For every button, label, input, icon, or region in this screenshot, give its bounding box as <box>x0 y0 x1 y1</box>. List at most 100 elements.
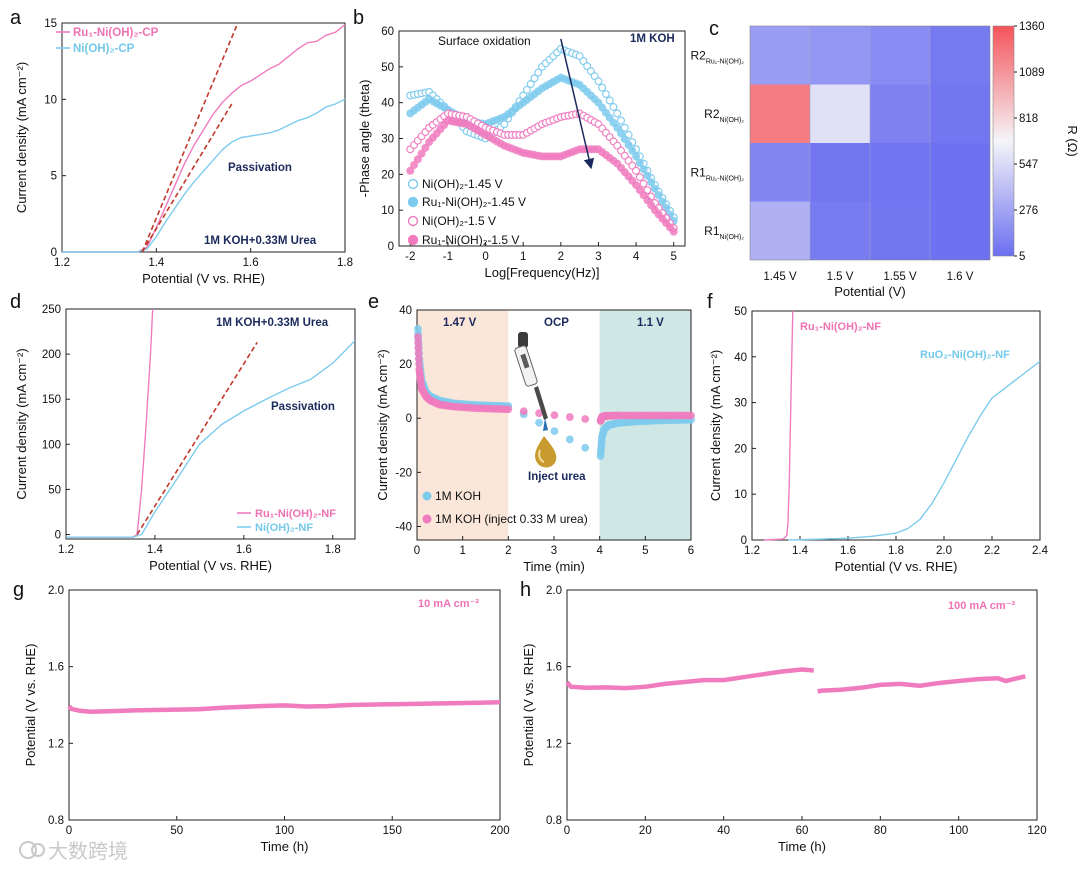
panel-d: 1.2 1.4 1.6 1.8 0 50 100 150 200 250 Potential (V … <box>10 291 356 573</box>
panel-c-heatmap-cell <box>750 143 810 202</box>
panel-b-data-point <box>421 143 430 152</box>
panel-c-xlabel: Potential (V) <box>834 284 906 299</box>
panel-h-xtick-label: 100 <box>949 825 968 837</box>
panel-b-xtick-label: 0 <box>482 251 488 263</box>
panel-d-ytick-label: 150 <box>42 394 61 406</box>
panel-b-data-point <box>658 197 667 206</box>
panel-g-current-label: 10 mA cm⁻² <box>418 598 479 610</box>
panel-b-data-point <box>530 74 539 83</box>
panel-c-heatmap-cell <box>930 26 990 85</box>
panel-b-data-point <box>643 171 652 180</box>
panel-f-xlabel: Potential (V vs. RHE) <box>835 559 958 574</box>
panel-b-data-point <box>632 166 641 175</box>
panel-h-ytick-label: 0.8 <box>546 815 562 827</box>
panel-h-xtick-label: 60 <box>796 825 809 837</box>
panel-c-heatmap-cell <box>930 84 990 143</box>
panel-e-xtick-label: 3 <box>551 545 557 557</box>
panel-f-series-line <box>763 310 794 541</box>
panel-h-xlabel: Time (h) <box>778 839 826 854</box>
panel-h-xtick-label: 20 <box>639 825 652 837</box>
panel-e-xtick-label: 1 <box>459 545 465 557</box>
panel-d-legend-label: Ni(OH)₂-NF <box>255 522 313 534</box>
panel-c-ytick-label: R2Ru₁-Ni(OH)₂ <box>691 48 745 65</box>
watermark: 大数跨境 <box>19 840 128 863</box>
panel-f: 1.2 1.4 1.6 1.8 2.0 2.2 2.4 0 10 20 30 40 50 Potentia… <box>707 291 1049 574</box>
panel-b-legend-label: Ni(OH)₂-1.5 V <box>422 214 496 228</box>
panel-e-data-point <box>565 413 574 421</box>
panel-h-letter: h <box>520 579 531 601</box>
panel-a: 1.2 1.4 1.6 1.8 0 5 10 15 Potential (V vs. RHE) C… <box>10 7 353 286</box>
panel-e-region-147v-label: 1.47 V <box>443 317 477 329</box>
panel-b-ytick-label: 50 <box>381 62 394 74</box>
panel-e-xtick-label: 2 <box>505 545 511 557</box>
panel-e-xtick-label: 4 <box>596 545 603 557</box>
panel-b-arrow <box>560 38 595 170</box>
panel-g-ytick-label: 1.2 <box>48 738 64 750</box>
panel-b-legend-marker <box>407 215 419 227</box>
panel-b-xlabel: Log[Frequency(Hz)] <box>485 265 600 280</box>
panel-b-data-point <box>410 161 419 170</box>
panel-b-data-point <box>522 85 531 94</box>
panel-g-xtick-label: 0 <box>66 825 72 837</box>
panel-c-ytick-main: R1 <box>704 224 720 238</box>
panel-a-xtick-label: 1.2 <box>54 257 70 269</box>
panel-c-ytick-sub: Ni(OH)₂ <box>720 233 745 240</box>
panel-b-electrolyte-label: 1M KOH <box>630 33 675 45</box>
panel-g-xlabel: Time (h) <box>261 839 309 854</box>
panel-b-data-point <box>598 83 607 92</box>
panel-e-xtick-label: 6 <box>688 545 694 557</box>
panel-h-series-line <box>565 667 814 691</box>
panel-a-ylabel: Current density (mA cm⁻²) <box>14 62 29 213</box>
panel-e-letter: e <box>368 291 379 313</box>
panel-e-legend-marker <box>422 491 432 501</box>
panel-e-ytick-label: 40 <box>399 305 412 317</box>
panel-f-xtick-label: 1.4 <box>792 545 809 557</box>
watermark-text: 大数跨境 <box>48 840 128 863</box>
panel-a-ytick-label: 15 <box>44 18 57 30</box>
panel-d-passivation-label: Passivation <box>271 401 335 413</box>
panel-c-xtick-label: 1.6 V <box>947 271 974 283</box>
panel-e-data-point <box>550 411 559 420</box>
panel-b-ytick-label: 10 <box>381 205 394 217</box>
panel-c-ytick-main: R2 <box>691 48 707 62</box>
panel-d-condition-label: 1M KOH+0.33M Urea <box>216 317 329 329</box>
panel-f-ytick-label: 20 <box>734 443 747 455</box>
panel-b-ytick-label: 60 <box>381 26 394 38</box>
panel-b-data-point <box>654 191 663 200</box>
panel-b-data-point <box>609 102 618 111</box>
panel-h-ytick-label: 2.0 <box>546 585 562 597</box>
panel-b-ytick-label: 0 <box>388 241 394 253</box>
panel-d-ylabel: Current density (mA cm⁻²) <box>14 348 29 499</box>
panel-b-data-point <box>594 77 603 86</box>
panel-c-ytick-sub: Ru₁-Ni(OH)₂ <box>706 175 744 182</box>
panel-e-inject-urea-label: Inject urea <box>528 471 586 483</box>
panel-d-xlabel: Potential (V vs. RHE) <box>149 558 272 573</box>
panel-b-data-point <box>624 140 633 149</box>
panel-g-ylabel: Potential (V vs. RHE) <box>23 644 38 767</box>
panel-b-data-point <box>617 129 626 138</box>
panel-h-series-line <box>817 674 1026 694</box>
panel-c-xtick-label: 1.45 V <box>763 271 797 283</box>
panel-a-passivation-label: Passivation <box>228 162 292 174</box>
panel-f-xtick-label: 1.8 <box>888 545 904 557</box>
panel-e-xlabel: Time (min) <box>523 559 585 574</box>
panel-e-region-ocp-label: OCP <box>544 317 569 329</box>
panel-b-ytick-label: 20 <box>381 169 394 181</box>
panel-c-heatmap-cell <box>810 84 870 143</box>
panel-e-ytick-label: -20 <box>395 467 412 479</box>
panel-a-frame <box>61 22 346 253</box>
panel-b-legend-marker <box>407 196 419 208</box>
panel-c-colorbar-tick-label: 818 <box>1019 113 1038 125</box>
panel-c-heatmap-cell <box>810 26 870 85</box>
panel-e-ytick-label: -40 <box>395 521 412 533</box>
panel-h-xtick-label: 80 <box>874 825 887 837</box>
panel-f-ytick-label: 10 <box>734 489 747 501</box>
panel-e-xtick-label: 0 <box>414 545 420 557</box>
panel-b-data-point <box>417 149 426 158</box>
panel-a-legend-ru: Ru₁-Ni(OH)₂-CP <box>73 27 159 39</box>
panel-c-colorbar-tick-label: 276 <box>1019 205 1038 217</box>
panel-b-data-point <box>620 123 629 132</box>
panel-b-legend-marker <box>407 178 419 190</box>
panel-b-data-point <box>620 135 629 144</box>
